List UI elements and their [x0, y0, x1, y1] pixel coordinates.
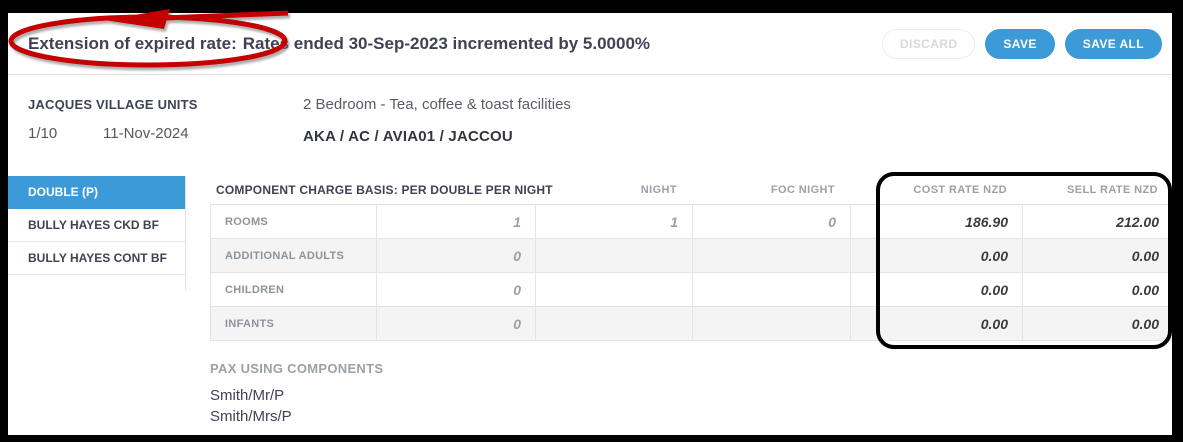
children-sell-rate-cell: 0.00	[1022, 273, 1172, 306]
rooms-foc-night-cell: 0	[692, 205, 850, 238]
title-bar: Extension of expired rate: Rates ended 30…	[8, 13, 1172, 75]
children-night-cell	[535, 273, 692, 306]
page-counter: 1/10	[28, 125, 58, 142]
column-header-foc-night: FOC NIGHT	[770, 184, 835, 196]
rooms-sell-rate-cell: 212.00	[1022, 205, 1172, 238]
children-foc-night-cell	[692, 273, 850, 306]
component-sidebar: DOUBLE (P) BULLY HAYES CKD BF BULLY HAYE…	[8, 176, 186, 291]
pax-using-components-heading: PAX USING COMPONENTS	[210, 361, 384, 376]
room-description: 2 Bedroom - Tea, coffee & toast faciliti…	[303, 96, 571, 113]
page-title-rest-text: Rates ended 30-Sep-2023 incremented by 5…	[242, 34, 651, 53]
spacer-cell	[850, 307, 879, 340]
children-qty-cell: 0	[376, 273, 535, 306]
spacer-cell	[850, 239, 879, 272]
rooms-qty-cell: 1	[376, 205, 535, 238]
page-title: Extension of expired rate: Rates ended 30…	[28, 13, 650, 75]
save-all-button[interactable]: SAVE ALL	[1064, 29, 1162, 59]
additional-adults-cost-rate-cell: 0.00	[879, 239, 1022, 272]
table-row-additional-adults: ADDITIONAL ADULTS 0 0.00 0.00	[210, 239, 1172, 273]
spacer-cell	[850, 273, 879, 306]
page-title-circled-text: Extension of expired rate:	[28, 34, 237, 53]
column-header-sell-rate: SELL RATE NZD	[1067, 184, 1158, 196]
infants-cost-rate-cell: 0.00	[879, 307, 1022, 340]
infants-qty-cell: 0	[376, 307, 535, 340]
client-name: JACQUES VILLAGE UNITS	[28, 97, 198, 112]
service-date: 11-Nov-2024	[103, 125, 189, 142]
rooms-cost-rate-cell: 186.90	[879, 205, 1022, 238]
infants-night-cell	[535, 307, 692, 340]
additional-adults-night-cell	[535, 239, 692, 272]
rooms-night-cell: 1	[535, 205, 692, 238]
infants-foc-night-cell	[692, 307, 850, 340]
table-header-row: COMPONENT CHARGE BASIS: PER DOUBLE PER N…	[210, 176, 1172, 205]
row-label: INFANTS	[225, 317, 275, 330]
table-row-infants: INFANTS 0 0.00 0.00	[210, 307, 1172, 341]
sidebar-item-bully-hayes-cont-bf[interactable]: BULLY HAYES CONT BF	[8, 242, 185, 275]
discard-button[interactable]: DISCARD	[881, 29, 976, 59]
app-window: Extension of expired rate: Rates ended 30…	[8, 13, 1172, 435]
spacer-cell	[850, 205, 879, 238]
table-row-children: CHILDREN 0 0.00 0.00	[210, 273, 1172, 307]
column-header-charge-basis: COMPONENT CHARGE BASIS: PER DOUBLE PER N…	[216, 183, 553, 197]
infants-sell-rate-cell: 0.00	[1022, 307, 1172, 340]
pax-name: Smith/Mr/P	[210, 387, 285, 404]
action-buttons: DISCARD SAVE SAVE ALL	[881, 29, 1162, 59]
sidebar-item-double-p[interactable]: DOUBLE (P)	[8, 176, 185, 209]
save-button[interactable]: SAVE	[985, 29, 1055, 59]
supplier-code-path: AKA / AC / AVIA01 / JACCOU	[303, 128, 513, 145]
additional-adults-qty-cell: 0	[376, 239, 535, 272]
additional-adults-sell-rate-cell: 0.00	[1022, 239, 1172, 272]
row-label: ROOMS	[225, 215, 269, 228]
column-header-cost-rate: COST RATE NZD	[913, 184, 1007, 196]
table-row-rooms: ROOMS 1 1 0 186.90 212.00	[210, 205, 1172, 239]
additional-adults-foc-night-cell	[692, 239, 850, 272]
column-header-night: NIGHT	[640, 184, 677, 196]
charge-basis-table: COMPONENT CHARGE BASIS: PER DOUBLE PER N…	[210, 176, 1172, 341]
row-label: CHILDREN	[225, 283, 285, 296]
children-cost-rate-cell: 0.00	[879, 273, 1022, 306]
row-label: ADDITIONAL ADULTS	[225, 249, 345, 262]
pax-name: Smith/Mrs/P	[210, 408, 292, 425]
sidebar-item-bully-hayes-ckd-bf[interactable]: BULLY HAYES CKD BF	[8, 209, 185, 242]
